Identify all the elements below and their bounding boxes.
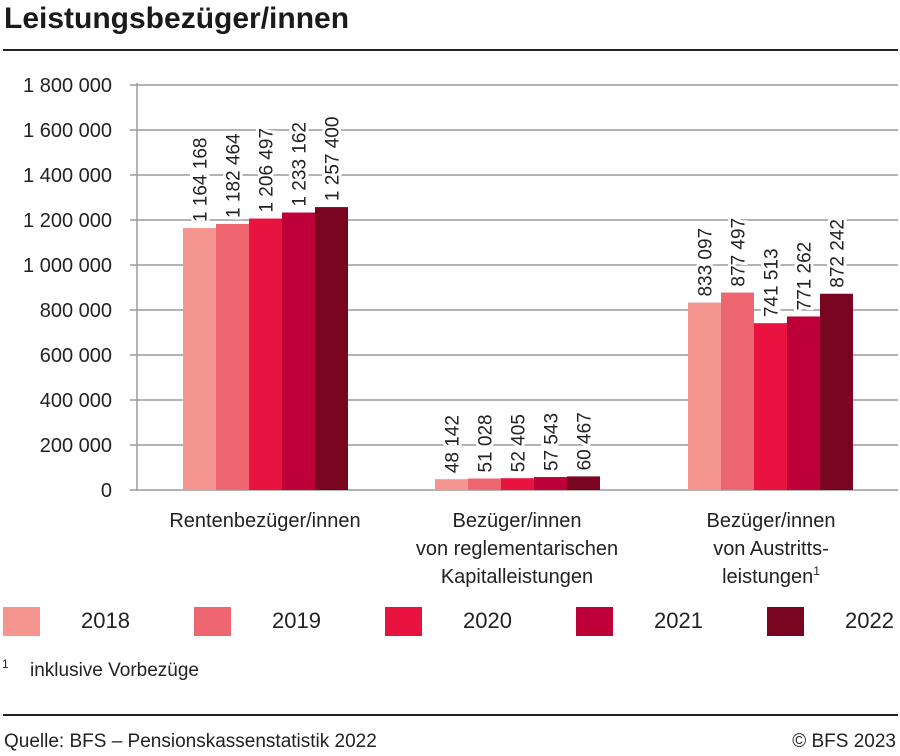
y-tick-label: 1 800 000 [23,75,112,97]
bar-2018-0 [183,228,216,490]
title-divider [3,49,898,51]
legend-label: 2022 [845,608,894,633]
data-label: 1 182 464 [224,133,245,218]
y-tick-label: 600 000 [40,345,112,367]
y-tick-label: 200 000 [40,435,112,457]
bar-2018-1 [435,479,468,490]
legend-swatch [194,607,231,636]
category-footnote-mark: 1 [813,564,820,578]
data-label: 1 233 162 [290,122,311,207]
data-label: 1 257 400 [323,117,344,202]
data-label: 833 097 [696,228,717,297]
bar-2019-1 [468,478,501,490]
bar-2019-2 [721,292,754,490]
bar-2019-0 [216,223,249,490]
category-label: leistungen1 [722,564,820,588]
source-text: Quelle: BFS – Pensionskassenstatistik 20… [4,731,377,752]
footnote-mark: 1 [2,657,9,671]
y-tick-label: 1 400 000 [23,165,112,187]
bar-2021-0 [282,212,315,490]
legend-swatch [3,607,40,636]
category-label: von reglementarischen [416,538,618,560]
bar-2020-0 [249,218,282,490]
bar-2020-1 [501,478,534,490]
y-tick-label: 400 000 [40,390,112,412]
category-label: Bezüger/innen [453,510,582,532]
y-tick-label: 1 600 000 [23,120,112,142]
data-label: 877 497 [729,218,750,287]
footer-divider [3,714,898,716]
data-label: 872 242 [828,219,849,288]
legend-swatch [385,607,422,636]
data-label: 771 262 [795,242,816,311]
bar-chart: 0 200 000 400 000 600 000 800 000 1 000 000 1 … [23,75,898,588]
data-label: 1 164 168 [191,138,212,223]
legend-swatch [576,607,613,636]
bar-2020-2 [754,323,787,490]
y-tick-label: 800 000 [40,300,112,322]
bar-2022-1 [567,476,600,490]
category-label: von Austritts- [713,538,829,560]
legend-label: 2018 [81,608,130,633]
y-tick-label: 1 200 000 [23,210,112,232]
bar-2018-2 [688,302,721,490]
bar-2022-0 [315,207,348,490]
bar-2022-2 [820,293,853,490]
bar-2021-1 [534,477,567,490]
legend-label: 2021 [654,608,703,633]
data-label: 51 028 [476,414,497,472]
data-label: 48 142 [443,415,464,473]
data-label: 1 206 497 [257,128,278,213]
data-label: 60 467 [575,412,596,470]
data-label: 741 513 [762,248,783,317]
legend-label: 2020 [463,608,512,633]
category-label: Kapitalleistungen [441,566,593,588]
data-label: 57 543 [542,413,563,471]
copyright-text: © BFS 2023 [792,731,896,752]
category-label: Rentenbezüger/innen [169,510,360,532]
footnote-text: inklusive Vorbezüge [30,660,199,681]
chart-title: Leistungsbezüger/innen [4,2,350,35]
y-tick-label: 1 000 000 [23,255,112,277]
legend-swatch [767,607,804,636]
legend-label: 2019 [272,608,321,633]
y-tick-label: 0 [101,480,112,502]
bar-2021-2 [787,316,820,490]
category-label: Bezüger/innen [707,510,836,532]
data-label: 52 405 [509,414,530,472]
